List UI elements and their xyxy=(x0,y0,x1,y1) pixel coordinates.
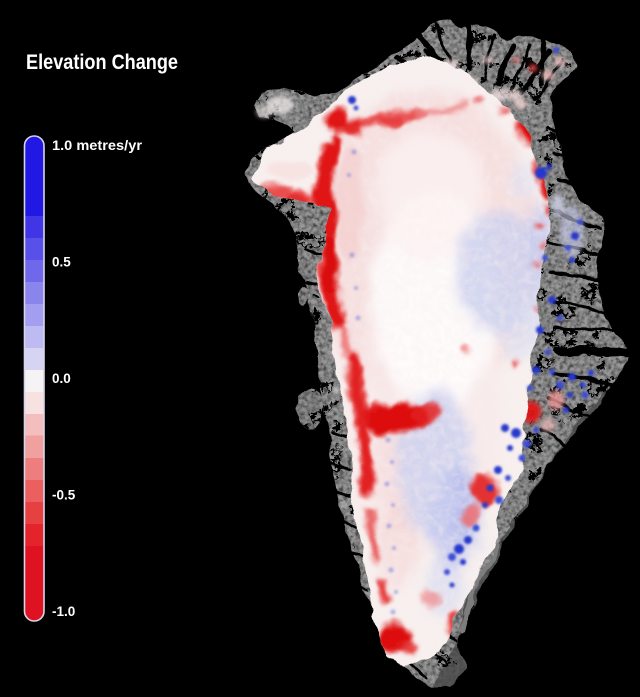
svg-text:1.0 metres/yr: 1.0 metres/yr xyxy=(52,138,143,153)
svg-text:-0.5: -0.5 xyxy=(52,488,76,503)
svg-text:-1.0: -1.0 xyxy=(52,604,75,619)
svg-text:Elevation Change: Elevation Change xyxy=(26,50,178,74)
svg-text:0.0: 0.0 xyxy=(52,371,71,386)
svg-text:0.5: 0.5 xyxy=(52,255,71,270)
